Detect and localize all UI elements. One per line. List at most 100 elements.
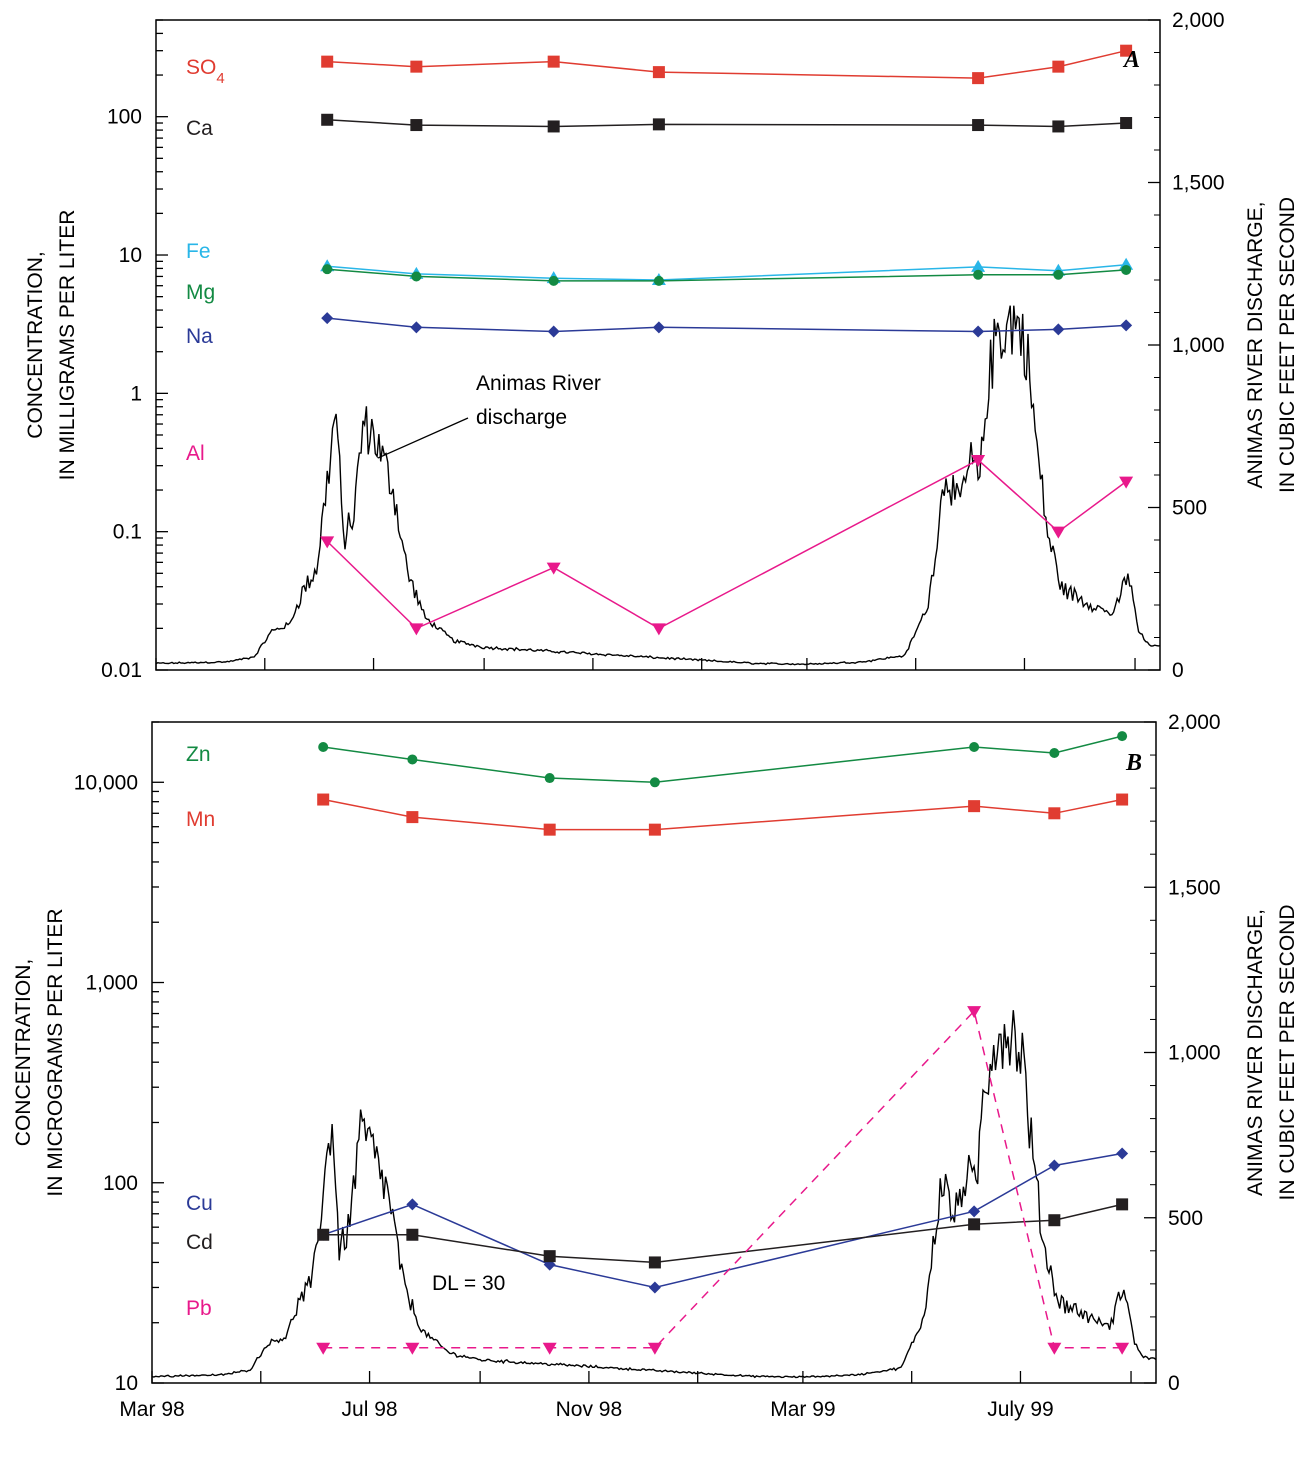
data-point-zn — [1117, 731, 1128, 742]
annotation-leader — [377, 417, 469, 459]
y2-tick-label: 1,500 — [1168, 876, 1221, 899]
series-label-zn: Zn — [186, 743, 211, 766]
series-al — [320, 454, 1134, 636]
series-line-mn — [323, 798, 1123, 831]
y-tick-label: 10 — [115, 1372, 138, 1395]
series-zn — [318, 731, 1128, 788]
data-point-mn — [968, 800, 981, 813]
data-point-zn — [1049, 748, 1060, 759]
data-point-mn — [317, 793, 330, 806]
data-point-zn — [318, 742, 329, 753]
series-label-cu: Cu — [186, 1192, 213, 1215]
series-cd — [317, 1198, 1129, 1269]
data-point-mn — [1116, 793, 1129, 806]
data-point-al — [971, 454, 986, 467]
y2-tick-label: 2,000 — [1168, 711, 1221, 734]
panel-a: 0.01 0.1 1 10 100 0 500 1,000 1,500 2,000 CONCENTR… — [24, 9, 1299, 682]
data-point-pb — [647, 1342, 662, 1355]
data-point-so4 — [547, 55, 560, 68]
data-point-so4 — [972, 72, 985, 85]
panel-letter: A — [1122, 47, 1140, 73]
data-point-fe — [971, 259, 986, 272]
y-tick-label: 1 — [130, 382, 142, 405]
y2-tick-label: 500 — [1172, 497, 1207, 520]
data-point-mn — [648, 823, 661, 836]
data-point-zn — [969, 742, 980, 753]
data-point-ca — [321, 113, 334, 126]
data-point-na — [972, 325, 985, 338]
y2-axis-title: ANIMAS RIVER DISCHARGE, — [1244, 201, 1267, 488]
y2-axis-title: IN CUBIC FEET PER SECOND — [1276, 905, 1299, 1201]
data-point-mg — [1053, 269, 1064, 280]
y2-tick-label: 1,000 — [1168, 1042, 1221, 1065]
data-point-na — [410, 321, 423, 334]
y2-tick-label: 1,500 — [1172, 172, 1225, 195]
series-ca — [321, 113, 1133, 133]
series-cu — [317, 1147, 1129, 1294]
data-point-pb — [1115, 1342, 1130, 1355]
data-point-na — [321, 312, 334, 325]
data-point-so4 — [410, 60, 423, 73]
series-line-so4 — [327, 49, 1127, 79]
annotation-text: Animas River — [476, 372, 601, 395]
series-line-cd — [323, 1203, 1123, 1264]
data-point-na — [1052, 323, 1065, 336]
y-tick-label: 100 — [107, 106, 142, 129]
data-point-pb — [967, 1006, 982, 1019]
series-label-al: Al — [186, 442, 205, 465]
y2-axis-title: ANIMAS RIVER DISCHARGE, — [1244, 909, 1267, 1196]
data-point-cd — [1048, 1214, 1061, 1227]
series-fe — [320, 257, 1134, 285]
y2-tick-label: 0 — [1168, 1372, 1180, 1395]
series-line-cu — [322, 1152, 1123, 1289]
data-point-so4 — [1052, 60, 1065, 73]
x-tick-label: Mar 99 — [770, 1398, 835, 1421]
data-point-cu — [1048, 1159, 1061, 1172]
data-point-ca — [972, 119, 985, 132]
data-point-na — [547, 325, 560, 338]
data-point-ca — [1120, 117, 1133, 130]
data-point-cd — [648, 1256, 661, 1269]
data-point-pb — [316, 1342, 331, 1355]
series-label-na: Na — [186, 325, 213, 348]
data-point-cd — [317, 1228, 330, 1241]
discharge-line — [155, 305, 1161, 666]
data-point-al — [651, 623, 666, 636]
data-point-cd — [406, 1228, 419, 1241]
data-point-al — [1119, 476, 1134, 489]
y2-tick-label: 500 — [1168, 1207, 1203, 1230]
series-na — [321, 312, 1133, 338]
series-label-cd: Cd — [186, 1231, 213, 1254]
series-label-mg: Mg — [186, 281, 215, 304]
y-axis-title: IN MICROGRAMS PER LITER — [44, 908, 67, 1196]
data-point-zn — [649, 777, 660, 788]
data-point-mg — [973, 269, 984, 280]
y-axis-title: CONCENTRATION, — [12, 959, 35, 1146]
y-tick-label: 0.1 — [113, 521, 142, 544]
series-so4 — [321, 44, 1133, 85]
data-point-al — [409, 623, 424, 636]
data-point-cu — [406, 1198, 419, 1211]
data-point-cu — [968, 1205, 981, 1218]
data-point-mn — [543, 823, 556, 836]
data-point-ca — [547, 120, 560, 133]
y2-tick-label: 0 — [1172, 659, 1184, 682]
data-point-mg — [411, 271, 422, 282]
data-point-ca — [652, 118, 665, 131]
data-point-so4 — [321, 55, 334, 68]
data-point-ca — [1052, 120, 1065, 133]
series-pb — [316, 1006, 1130, 1355]
data-point-cd — [1116, 1198, 1129, 1211]
data-point-cd — [968, 1218, 981, 1231]
series-mg — [322, 264, 1132, 286]
data-point-pb — [542, 1342, 557, 1355]
x-tick-label: Nov 98 — [556, 1398, 623, 1421]
data-point-al — [1051, 526, 1066, 539]
data-point-na — [652, 321, 665, 334]
data-point-na — [1120, 319, 1133, 332]
data-point-al — [320, 536, 335, 549]
series-line-al — [326, 458, 1127, 630]
y-tick-label: 0.01 — [101, 659, 142, 682]
